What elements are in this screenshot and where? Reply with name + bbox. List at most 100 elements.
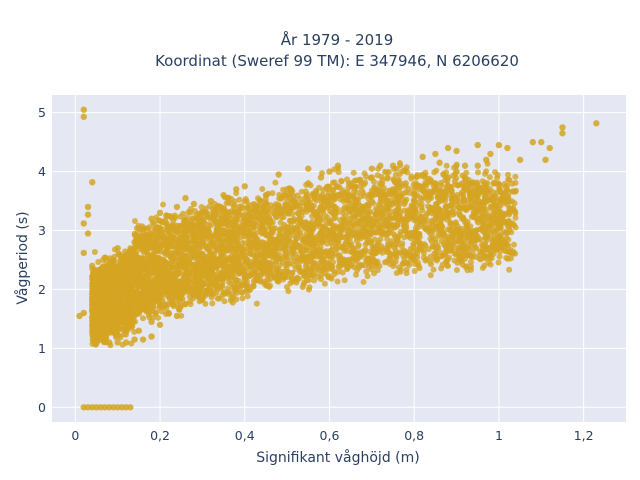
cloud-point (315, 221, 322, 228)
cloud-point (487, 261, 494, 268)
cloud-point (447, 221, 454, 228)
cloud-point (294, 229, 301, 236)
cloud-point (512, 214, 519, 221)
cloud-point (432, 210, 439, 217)
cloud-point (180, 210, 187, 217)
cloud-point (282, 272, 289, 279)
cloud-point (507, 255, 514, 262)
cloud-point (401, 201, 408, 208)
cloud-point (463, 263, 470, 270)
cloud-point (474, 179, 481, 186)
cloud-point (295, 210, 302, 217)
cloud-point (192, 284, 199, 291)
cloud-point (510, 241, 517, 248)
cloud-point (242, 258, 249, 265)
cloud-point (413, 246, 420, 253)
cloud-point (465, 245, 472, 252)
cloud-point (132, 259, 139, 266)
cloud-point (443, 162, 450, 169)
chart-title-line-2: Koordinat (Sweref 99 TM): E 347946, N 62… (155, 52, 519, 70)
cloud-point (472, 244, 479, 251)
cloud-point (384, 246, 391, 253)
cloud-point (276, 251, 283, 258)
cloud-point (214, 295, 221, 302)
cloud-point (152, 310, 159, 317)
cloud-point (139, 255, 146, 262)
cloud-point (229, 233, 236, 240)
cloud-point (428, 261, 435, 268)
cloud-point (490, 197, 497, 204)
cloud-point (169, 221, 176, 228)
cloud-point (278, 194, 285, 201)
cloud-point (355, 177, 362, 184)
cloud-point (259, 186, 266, 193)
cloud-point (499, 212, 506, 219)
cloud-point (131, 218, 138, 225)
cloud-point (321, 280, 328, 287)
cloud-point (495, 259, 502, 266)
cloud-point (485, 227, 492, 234)
cloud-point (365, 214, 372, 221)
cloud-point (441, 241, 448, 248)
cloud-point (260, 267, 267, 274)
cloud-point (378, 243, 385, 250)
cloud-point (484, 179, 491, 186)
cloud-point (171, 295, 178, 302)
cloud-point (438, 265, 445, 272)
cloud-point (388, 197, 395, 204)
cloud-point (94, 338, 101, 345)
cloud-point (416, 231, 423, 238)
cloud-point (239, 295, 246, 302)
cloud-point (193, 272, 200, 279)
cloud-point (365, 264, 372, 271)
cloud-point (336, 232, 343, 239)
cloud-point (257, 197, 264, 204)
cloud-point (506, 205, 513, 212)
cloud-point (231, 204, 238, 211)
cloud-point (219, 209, 226, 216)
cloud-point (417, 194, 424, 201)
cloud-point (256, 220, 263, 227)
cloud-point (479, 265, 486, 272)
cloud-point (458, 233, 465, 240)
cloud-point (465, 204, 472, 211)
cloud-point (135, 255, 142, 262)
cloud-point (418, 201, 425, 208)
cloud-point (445, 246, 452, 253)
cloud-point (325, 183, 332, 190)
cloud-point (269, 190, 276, 197)
cloud-point (272, 266, 279, 273)
cloud-point (219, 256, 226, 263)
cloud-point (397, 266, 404, 273)
cloud-point (248, 206, 255, 213)
cloud-point (501, 181, 508, 188)
cloud-point (464, 232, 471, 239)
cloud-point (206, 242, 213, 249)
cloud-point (153, 240, 160, 247)
cloud-point (422, 242, 429, 249)
cloud-point (244, 293, 251, 300)
cloud-point (167, 213, 174, 220)
cloud-point (475, 187, 482, 194)
cloud-point (147, 297, 154, 304)
cloud-point (129, 255, 136, 262)
cloud-point (341, 203, 348, 210)
cloud-point (363, 268, 370, 275)
cloud-point (407, 245, 414, 252)
cloud-point (244, 205, 251, 212)
cloud-point (363, 258, 370, 265)
cloud-point (411, 184, 418, 191)
cloud-point (425, 203, 432, 210)
cloud-point (429, 222, 436, 229)
cloud-point (117, 334, 124, 341)
cloud-point (141, 277, 148, 284)
cloud-point (287, 192, 294, 199)
cloud-point (429, 243, 436, 250)
cloud-point (410, 241, 417, 248)
cloud-point (450, 211, 457, 218)
cloud-point (243, 217, 250, 224)
cloud-point (224, 210, 231, 217)
cloud-point (134, 292, 141, 299)
cloud-point (163, 212, 170, 219)
cloud-point (430, 266, 437, 273)
